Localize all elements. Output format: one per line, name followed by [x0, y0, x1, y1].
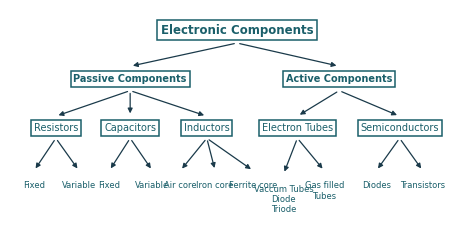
Text: Active Components: Active Components: [286, 74, 392, 84]
Text: Diodes: Diodes: [362, 181, 391, 190]
Text: Vaccum Tubes
Diode
Triode: Vaccum Tubes Diode Triode: [254, 185, 313, 214]
Text: Iron core: Iron core: [197, 181, 234, 190]
Text: Variable: Variable: [62, 181, 96, 190]
Text: Fixed: Fixed: [98, 181, 120, 190]
Text: Inductors: Inductors: [184, 123, 230, 133]
Text: Electronic Components: Electronic Components: [161, 24, 313, 37]
Text: Fixed: Fixed: [23, 181, 45, 190]
Text: Air core: Air core: [164, 181, 197, 190]
Text: Electron Tubes: Electron Tubes: [262, 123, 333, 133]
Text: Ferrite core: Ferrite core: [229, 181, 277, 190]
Text: Transistors: Transistors: [400, 181, 446, 190]
Text: Variable: Variable: [136, 181, 170, 190]
Text: Passive Components: Passive Components: [73, 74, 187, 84]
Text: Resistors: Resistors: [34, 123, 78, 133]
Text: Gas filled
Tubes: Gas filled Tubes: [305, 181, 344, 201]
Text: Semiconductors: Semiconductors: [360, 123, 439, 133]
Text: Capacitors: Capacitors: [104, 123, 156, 133]
